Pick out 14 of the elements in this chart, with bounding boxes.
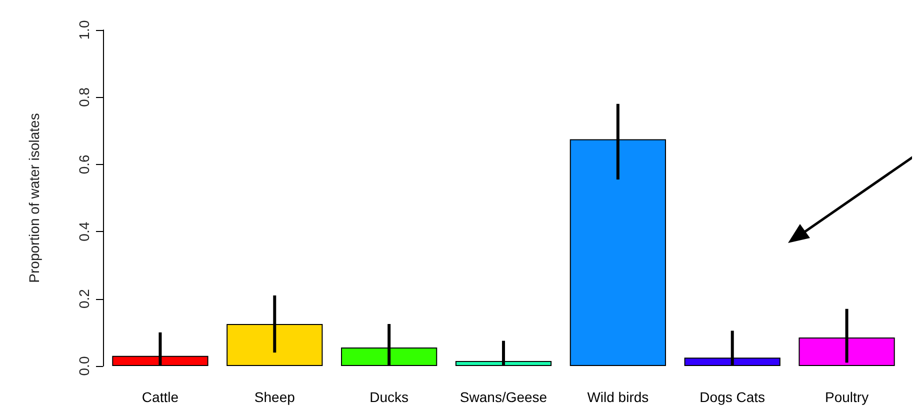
y-tick-label: 0.4	[76, 222, 92, 242]
y-tick-label: 1.0	[76, 20, 92, 40]
x-tick-label: Cattle	[142, 389, 179, 405]
x-tick-label: Dogs Cats	[700, 389, 766, 405]
x-tick-label: Wild birds	[587, 389, 649, 405]
y-tick-label: 0.8	[76, 87, 92, 107]
x-tick-label: Swans/Geese	[460, 389, 548, 405]
x-tick-label: Poultry	[824, 389, 869, 405]
y-axis-title: Proportion of water isolates	[26, 113, 42, 283]
y-tick-label: 0.0	[76, 356, 92, 376]
y-tick-label: 0.2	[76, 288, 92, 309]
y-tick-label: 0.6	[76, 154, 92, 174]
x-tick-label: Sheep	[254, 389, 296, 405]
x-tick-label: Ducks	[370, 389, 409, 405]
